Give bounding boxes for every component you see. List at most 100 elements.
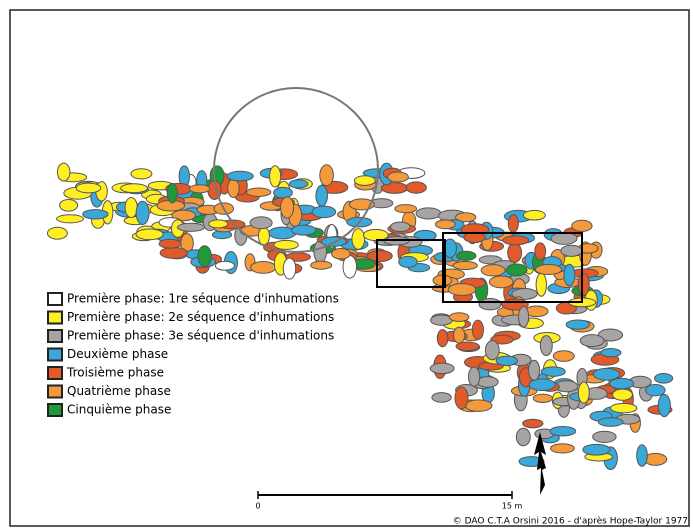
grave xyxy=(565,319,591,330)
grave xyxy=(171,209,196,222)
grave xyxy=(597,417,624,427)
grave xyxy=(135,200,150,225)
grave xyxy=(522,418,544,429)
scale-label: 15 m xyxy=(502,502,523,511)
grave xyxy=(636,444,648,467)
legend-swatch xyxy=(47,403,63,417)
grave xyxy=(434,219,456,230)
grave xyxy=(484,340,500,361)
grave xyxy=(539,335,553,357)
grave xyxy=(476,376,499,388)
legend-label: Première phase: 2e séquence d'inhumation… xyxy=(67,310,334,324)
circular-enclosure xyxy=(213,87,379,253)
grave xyxy=(257,226,270,246)
grave xyxy=(227,178,240,199)
legend-swatch xyxy=(47,292,63,306)
grave xyxy=(528,378,556,392)
grave xyxy=(653,372,674,384)
grave xyxy=(226,170,254,182)
grave xyxy=(280,196,295,219)
grave xyxy=(453,326,466,344)
grave xyxy=(288,179,309,189)
grave xyxy=(250,261,277,274)
grave xyxy=(577,272,590,296)
grave xyxy=(550,232,578,245)
grave xyxy=(608,377,635,390)
grave xyxy=(577,381,590,404)
grave xyxy=(592,367,621,381)
grave xyxy=(600,348,622,358)
grave xyxy=(549,426,577,437)
grave xyxy=(532,393,553,403)
grave xyxy=(59,198,79,212)
grave xyxy=(528,359,541,381)
grave xyxy=(310,260,333,270)
grave xyxy=(471,319,484,340)
grave xyxy=(208,219,229,229)
grave xyxy=(56,162,71,182)
grave xyxy=(610,402,638,414)
grave xyxy=(480,264,506,277)
grave xyxy=(353,175,376,186)
grave xyxy=(387,171,409,183)
legend-label: Cinquième phase xyxy=(67,403,171,417)
grave xyxy=(135,228,164,241)
grave xyxy=(455,341,480,352)
grave xyxy=(415,207,442,220)
legend-label: Deuxième phase xyxy=(67,347,168,361)
legend-label: Troisième phase xyxy=(66,366,164,380)
grave xyxy=(249,216,273,230)
grave xyxy=(159,246,188,259)
grave xyxy=(197,245,212,268)
grave xyxy=(394,204,418,214)
grave xyxy=(560,244,583,257)
legend-label: Quatrième phase xyxy=(67,384,171,398)
grave xyxy=(315,184,328,207)
legend-swatch xyxy=(47,366,63,380)
grave xyxy=(645,383,666,397)
grave xyxy=(431,392,452,403)
grave xyxy=(518,305,530,328)
grave xyxy=(273,186,293,199)
outline-box xyxy=(442,232,583,303)
grave xyxy=(535,272,547,297)
grave xyxy=(120,183,149,194)
grave xyxy=(507,214,519,233)
scale-label: 0 xyxy=(255,502,260,511)
grave xyxy=(552,350,575,362)
grave xyxy=(429,362,455,375)
frame xyxy=(9,9,690,527)
grave xyxy=(502,235,530,246)
grave xyxy=(515,427,531,447)
legend-swatch xyxy=(47,329,63,343)
grave xyxy=(362,228,389,242)
grave xyxy=(455,250,477,261)
grave xyxy=(367,250,393,262)
grave xyxy=(188,184,211,194)
grave xyxy=(505,263,528,277)
legend-label: Première phase: 1re séquence d'inhumatio… xyxy=(67,292,339,306)
grave xyxy=(56,214,84,224)
grave xyxy=(579,334,605,348)
legend-swatch xyxy=(47,347,63,362)
grave xyxy=(166,182,178,204)
grave xyxy=(592,430,617,443)
grave xyxy=(582,443,611,456)
grave xyxy=(124,196,138,219)
grave xyxy=(563,263,576,287)
grave xyxy=(319,164,334,187)
grave xyxy=(454,386,469,410)
grave xyxy=(331,247,351,260)
legend-swatch xyxy=(47,384,63,399)
grave xyxy=(488,275,514,289)
grave xyxy=(130,168,153,180)
grave xyxy=(522,209,546,221)
grave xyxy=(464,399,493,412)
grave xyxy=(82,209,109,220)
grave xyxy=(405,181,427,194)
grave xyxy=(540,366,566,377)
grave xyxy=(478,298,502,311)
grave xyxy=(75,182,102,194)
grave xyxy=(158,238,182,249)
